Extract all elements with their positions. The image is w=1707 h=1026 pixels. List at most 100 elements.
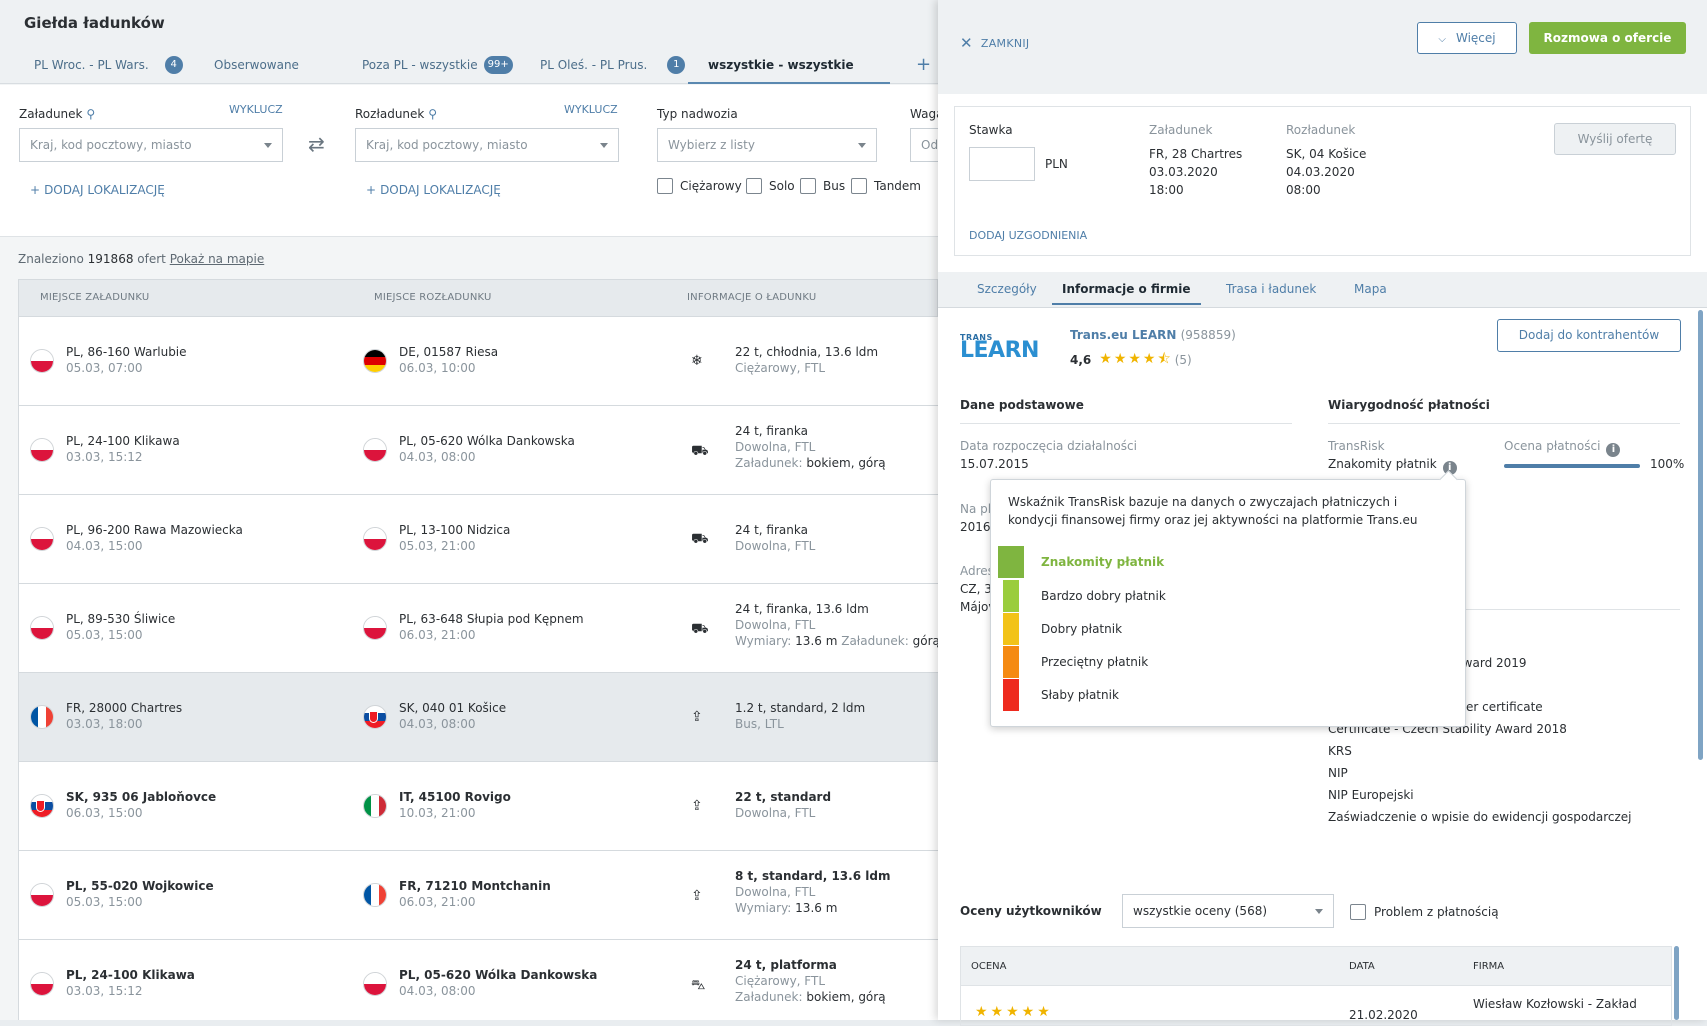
send-offer-button[interactable]: Wyślij ofertę bbox=[1554, 123, 1676, 155]
payment-problem-checkbox[interactable]: Problem z płatnością bbox=[1350, 904, 1499, 920]
more-button[interactable]: ⌵ Więcej bbox=[1417, 22, 1517, 54]
offer-box: Stawka PLN Załadunek FR, 28 Chartres 03.0… bbox=[954, 106, 1691, 256]
unloading-label: Rozładunek ⚲ bbox=[355, 107, 437, 121]
add-unloading-location-link[interactable]: + DODAJ LOKALIZACJĘ bbox=[366, 183, 501, 197]
loading-place: PL, 96-200 Rawa Mazowiecka 04.03, 15:00 bbox=[66, 523, 243, 553]
level-average: Przeciętny płatnik bbox=[1003, 646, 1148, 678]
table-row[interactable]: SK, 935 06 Jabloňovce 06.03, 15:00 IT, 451… bbox=[18, 762, 938, 851]
level-weak: Słaby płatnik bbox=[1003, 679, 1119, 711]
cargo-info: 22 t, chłodnia, 13.6 ldm Ciężarowy, FTL bbox=[735, 345, 879, 375]
top-bar: Giełda ładunków PL Wroc. - PL Wars. 4 Obs… bbox=[0, 0, 938, 84]
show-on-map-link[interactable]: Pokaż na mapie bbox=[169, 252, 265, 266]
basic-data-title: Dane podstawowe bbox=[960, 398, 1084, 412]
offers-list: PL, 86-160 Warlubie 05.03, 07:00 DE, 01587… bbox=[18, 317, 938, 1020]
checkbox-box[interactable] bbox=[851, 178, 867, 194]
company-name[interactable]: Trans.eu LEARN (958859) bbox=[1070, 328, 1236, 342]
tab-pl-wroc-pl-wars[interactable]: PL Wroc. - PL Wars. 4 bbox=[34, 50, 183, 84]
unloading-place: IT, 45100 Rovigo 10.03, 21:00 bbox=[399, 790, 511, 820]
chevron-down-icon bbox=[858, 143, 866, 148]
loading-place: SK, 935 06 Jabloňovce 06.03, 15:00 bbox=[66, 790, 217, 820]
panel-header: ✕ ZAMKNIJ ⌵ Więcej Rozmowa o ofercie bbox=[938, 0, 1707, 94]
loading-place: PL, 86-160 Warlubie 05.03, 07:00 bbox=[66, 345, 187, 375]
table-row[interactable]: PL, 24-100 Klikawa 03.03, 15:12 PL, 05-620… bbox=[18, 406, 938, 495]
scrollbar[interactable] bbox=[1674, 946, 1679, 1020]
table-row[interactable]: PL, 89-530 Śliwice 05.03, 15:00 PL, 63-648… bbox=[18, 584, 938, 673]
address-line: Májov bbox=[960, 600, 996, 614]
truck-type-icon: ⇪ bbox=[691, 888, 703, 904]
table-row[interactable]: PL, 24-100 Klikawa 03.03, 15:12 PL, 05-620… bbox=[18, 940, 938, 1020]
filters-panel: Załadunek ⚲ WYKLUCZ Kraj, kod pocztowy, … bbox=[0, 85, 938, 237]
add-loading-location-link[interactable]: + DODAJ LOKALIZACJĘ bbox=[30, 183, 165, 197]
pin-icon: ⚲ bbox=[428, 107, 437, 121]
tab-badge: 1 bbox=[667, 56, 686, 74]
tab-informacje-o-firmie[interactable]: Informacje o firmie bbox=[1052, 282, 1201, 305]
table-row[interactable]: FR, 28000 Chartres 03.03, 18:00 SK, 040 01… bbox=[18, 673, 938, 762]
checkbox-solo[interactable]: Solo bbox=[746, 178, 795, 194]
checkbox-bus[interactable]: Bus bbox=[800, 178, 845, 194]
swap-icon[interactable]: ⇄ bbox=[308, 132, 325, 156]
company-logo: TRANS bbox=[960, 333, 993, 342]
company-logo-text: LEARN bbox=[960, 338, 1039, 363]
payment-score-value: 100% bbox=[1650, 457, 1685, 471]
loading-place: PL, 55-020 Wojkowice 05.03, 15:00 bbox=[66, 879, 214, 909]
level-swatch bbox=[1003, 679, 1019, 711]
table-row[interactable]: PL, 86-160 Warlubie 05.03, 07:00 DE, 01587… bbox=[18, 317, 938, 406]
exclude-unloading-link[interactable]: WYKLUCZ bbox=[564, 103, 618, 116]
weight-label: Waga bbox=[910, 107, 938, 121]
scrollbar[interactable] bbox=[1698, 310, 1703, 760]
add-agreements-link[interactable]: DODAJ UZGODNIENIA bbox=[969, 229, 1088, 242]
table-row[interactable]: PL, 55-020 Wojkowice 05.03, 15:00 FR, 7121… bbox=[18, 851, 938, 940]
column-header: INFORMACJE O ŁADUNKU bbox=[687, 292, 817, 303]
unloading-location-input[interactable]: Kraj, kod pocztowy, miasto bbox=[355, 128, 619, 162]
add-to-contractors-button[interactable]: Dodaj do kontrahentów bbox=[1497, 319, 1681, 352]
reviews-filter-select[interactable]: wszystkie oceny (568) bbox=[1122, 894, 1334, 928]
flag-pl-icon bbox=[363, 527, 387, 551]
flag-pl-icon bbox=[30, 438, 54, 462]
divider bbox=[1328, 609, 1680, 610]
level-swatch bbox=[1003, 580, 1019, 612]
table-row[interactable]: PL, 96-200 Rawa Mazowiecka 04.03, 15:00 PL… bbox=[18, 495, 938, 584]
truck-type-icon: ⛍ bbox=[691, 977, 706, 993]
body-type-select[interactable]: Wybierz z listy bbox=[657, 128, 877, 162]
table-header: MIEJSCE ZAŁADUNKU MIEJSCE ROZŁADUNKU INF… bbox=[18, 279, 938, 317]
results-summary: Znaleziono 191868 ofert Pokaż na mapie bbox=[18, 252, 265, 266]
tab-pl-oles-pl-prus[interactable]: PL Oleś. - PL Prus. 1 bbox=[540, 50, 686, 84]
info-icon[interactable]: i bbox=[1606, 443, 1621, 457]
checkbox-tandem[interactable]: Tandem bbox=[851, 178, 921, 194]
tab-mapa[interactable]: Mapa bbox=[1354, 282, 1387, 296]
unloading-place: PL, 13-100 Nidzica 05.03, 21:00 bbox=[399, 523, 511, 553]
flag-pl-icon bbox=[30, 616, 54, 640]
tab-trasa-i-ladunek[interactable]: Trasa i ładunek bbox=[1226, 282, 1317, 296]
add-tab-button[interactable]: + bbox=[916, 54, 932, 75]
checkbox-box[interactable] bbox=[1350, 904, 1366, 920]
offer-conversation-button[interactable]: Rozmowa o ofercie bbox=[1529, 22, 1686, 54]
pin-icon: ⚲ bbox=[86, 107, 96, 121]
rate-input[interactable] bbox=[969, 147, 1035, 181]
exclude-loading-link[interactable]: WYKLUCZ bbox=[229, 103, 283, 116]
tab-szczegoly[interactable]: Szczegóły bbox=[977, 282, 1037, 296]
tab-label: Obserwowane bbox=[214, 58, 299, 72]
checkbox-box[interactable] bbox=[746, 178, 762, 194]
cargo-info: 1.2 t, standard, 2 ldm Bus, LTL bbox=[735, 701, 866, 731]
tab-badge: 99+ bbox=[483, 56, 513, 74]
tab-label: wszystkie - wszystkie bbox=[708, 58, 854, 72]
review-row: ★★★★★ 21.02.2020 Wiesław Kozłowski - Zak… bbox=[960, 986, 1672, 1026]
plus-icon: + bbox=[30, 183, 41, 197]
unloading-place: PL, 05-620 Wólka Dankowska 04.03, 08:00 bbox=[399, 434, 575, 464]
column-header: DATA bbox=[1349, 961, 1375, 972]
tab-wszystkie[interactable]: wszystkie - wszystkie bbox=[688, 50, 890, 84]
loading-place: PL, 24-100 Klikawa 03.03, 15:12 bbox=[66, 434, 180, 464]
level-swatch bbox=[1003, 613, 1019, 645]
truck-type-icon: ⛟ bbox=[691, 531, 709, 547]
tab-poza-pl[interactable]: Poza PL - wszystkie 99+ bbox=[362, 50, 513, 84]
flag-pl-icon bbox=[363, 972, 387, 996]
tab-obserwowane[interactable]: Obserwowane bbox=[214, 50, 299, 84]
checkbox-box[interactable] bbox=[800, 178, 816, 194]
weight-input[interactable]: Od bbox=[910, 128, 938, 162]
checkbox-box[interactable] bbox=[657, 178, 673, 194]
close-button[interactable]: ✕ ZAMKNIJ bbox=[960, 34, 1030, 52]
loading-location-input[interactable]: Kraj, kod pocztowy, miasto bbox=[19, 128, 283, 162]
flag-fr-icon bbox=[363, 883, 387, 907]
plus-icon: + bbox=[366, 183, 377, 197]
checkbox-ciezarowy[interactable]: Ciężarowy bbox=[657, 178, 742, 194]
